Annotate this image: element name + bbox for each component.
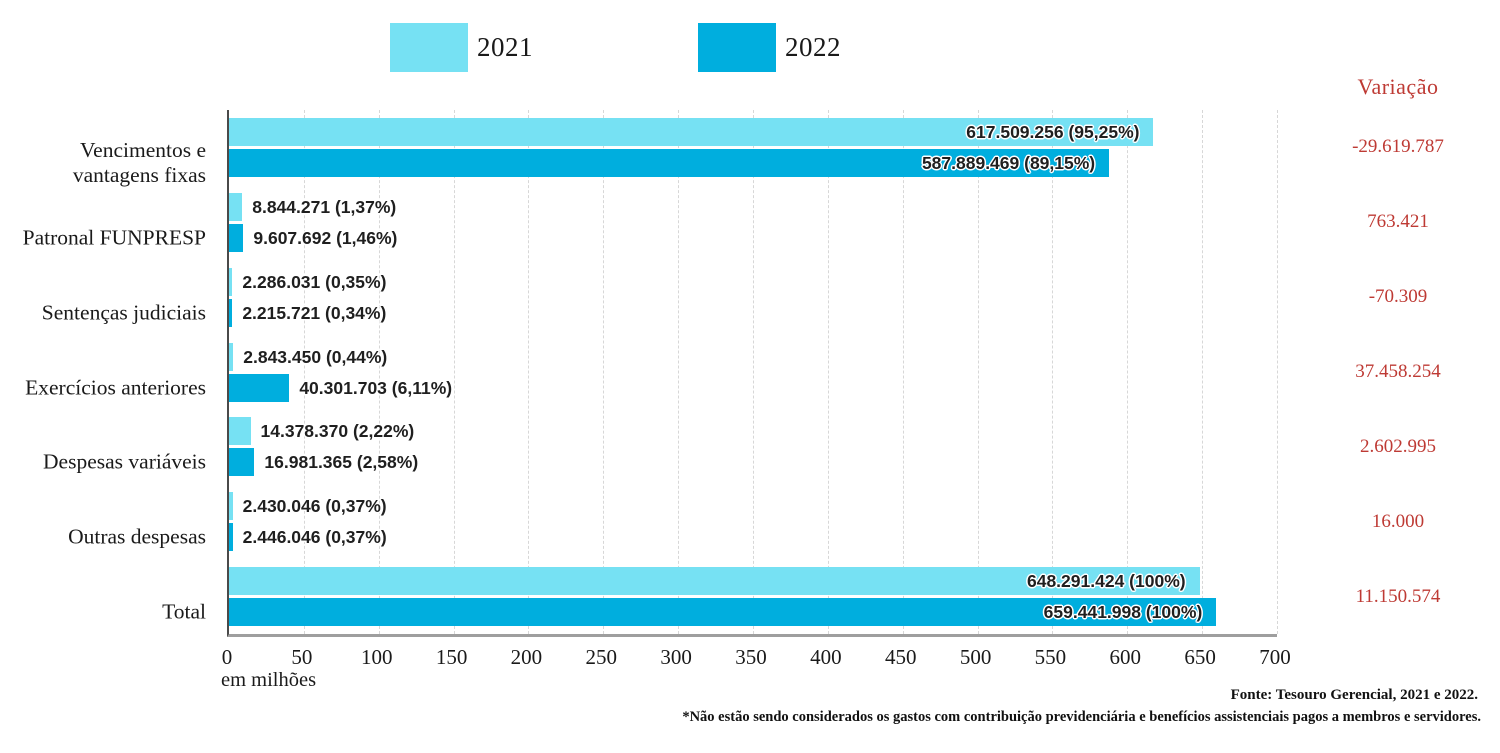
gridline (1052, 110, 1054, 634)
x-axis-tick-label: 500 (959, 645, 992, 669)
gridline (753, 110, 754, 634)
bar-2022-row4 (229, 448, 255, 477)
x-axis-tick-label: 300 (660, 645, 692, 669)
bar-2021-row4 (229, 417, 251, 446)
source-note: Fonte: Tesouro Gerencial, 2021 e 2022. (1230, 687, 1478, 703)
gridline (827, 110, 829, 634)
category-label: Patronal FUNPRESP (22, 225, 206, 250)
bar-2021-row6 (229, 567, 1200, 596)
bar-2021-row2 (229, 267, 233, 296)
variation-column-header: Variação (1357, 74, 1439, 99)
x-axis-tick-label: 150 (435, 645, 468, 669)
x-axis-tick-label: 450 (884, 645, 917, 669)
legend-label-2021: 2021 (477, 32, 533, 62)
x-axis-unit-label: em milhões (221, 669, 317, 691)
variation-value: -70.309 (1368, 286, 1428, 308)
bar-label-2022-row5: 2.446.046 (0,37%) (242, 527, 387, 548)
gridline (1277, 110, 1278, 634)
x-axis-tick-label: 650 (1184, 645, 1216, 669)
legend-item-2021: 2021 (390, 23, 533, 72)
legend-item-2022: 2022 (698, 23, 841, 72)
bar-label-2021-row0: 617.509.256 (95,25%) (966, 122, 1140, 142)
variation-value: -29.619.787 (1352, 136, 1444, 158)
category-label: Total (162, 599, 206, 624)
bar-2022-row2 (229, 298, 233, 327)
legend-swatch-2022 (698, 23, 776, 72)
x-axis-tick-label: 350 (735, 645, 767, 669)
variation-value: 763.421 (1367, 211, 1429, 233)
gridline (603, 110, 605, 634)
bar-label-2021-row3: 2.843.450 (0,44%) (243, 346, 388, 367)
variation-value: 16.000 (1371, 510, 1425, 532)
bar-label-2022-row4: 16.981.365 (2,58%) (264, 452, 419, 473)
x-axis-tick-label: 250 (585, 645, 618, 669)
x-axis-tick-label: 550 (1034, 645, 1067, 669)
bar-label-2021-row1: 8.844.271 (1,37%) (252, 196, 397, 217)
category-label: Outras despesas (68, 524, 206, 549)
gridline (453, 110, 455, 634)
gridline (378, 110, 380, 634)
gridline (678, 110, 680, 634)
legend-swatch-2021 (390, 23, 468, 72)
variation-value: 11.150.574 (1355, 585, 1441, 607)
category-label: Vencimentos e vantagens fixas (72, 138, 206, 187)
x-axis-tick-label: 100 (360, 645, 393, 669)
bar-label-2022-row3: 40.301.703 (6,11%) (299, 377, 453, 398)
x-axis-tick-label: 600 (1109, 645, 1142, 669)
bar-2022-row5 (229, 523, 233, 552)
plot-area: 617.509.256 (95,25%) 587.889.469 (89,15%)… (227, 110, 1278, 637)
bar-2021-row5 (229, 492, 233, 521)
gridline (303, 110, 305, 634)
bar-label-2021-row4: 14.378.370 (2,22%) (260, 421, 415, 442)
bar-2022-row0 (229, 149, 1110, 177)
category-label: Despesas variáveis (43, 449, 206, 474)
x-axis-tick-label: 50 (291, 645, 313, 669)
bar-2021-row1 (229, 192, 243, 221)
bar-label-2022-row2: 2.215.721 (0,34%) (242, 302, 387, 323)
bar-2021-row0 (229, 118, 1154, 146)
bar-2022-row1 (229, 223, 244, 252)
bar-label-2022-row1: 9.607.692 (1,46%) (253, 227, 398, 248)
bar-label-2022-row6: 659.441.998 (100%) (1043, 602, 1203, 623)
bar-label-2021-row6: 648.291.424 (100%) (1026, 571, 1186, 592)
gridline (1127, 110, 1129, 634)
gridline (1202, 110, 1204, 634)
legend-label-2022: 2022 (785, 32, 841, 62)
bar-label-2022-row0: 587.889.469 (89,15%) (921, 153, 1096, 173)
category-label: Exercícios anteriores (25, 375, 206, 400)
x-axis-tick-label: 700 (1259, 645, 1291, 669)
variation-value: 37.458.254 (1355, 361, 1441, 382)
x-axis-tick-label: 200 (510, 645, 543, 669)
category-label: Sentenças judiciais (41, 300, 206, 325)
bar-2022-row6 (229, 598, 1217, 627)
x-axis-tick-label: 400 (810, 645, 842, 669)
gridline (528, 110, 530, 634)
bar-label-2021-row2: 2.286.031 (0,35%) (242, 271, 387, 292)
x-axis-tick-label: 0 (221, 645, 233, 669)
gridline (977, 110, 979, 634)
footnote: *Não estão sendo considerados os gastos … (682, 709, 1481, 725)
gridline (902, 110, 904, 634)
variation-value: 2.602.995 (1360, 435, 1436, 457)
bar-2021-row3 (229, 342, 234, 371)
bar-label-2021-row5: 2.430.046 (0,37%) (242, 496, 387, 517)
bar-2022-row3 (229, 373, 290, 402)
